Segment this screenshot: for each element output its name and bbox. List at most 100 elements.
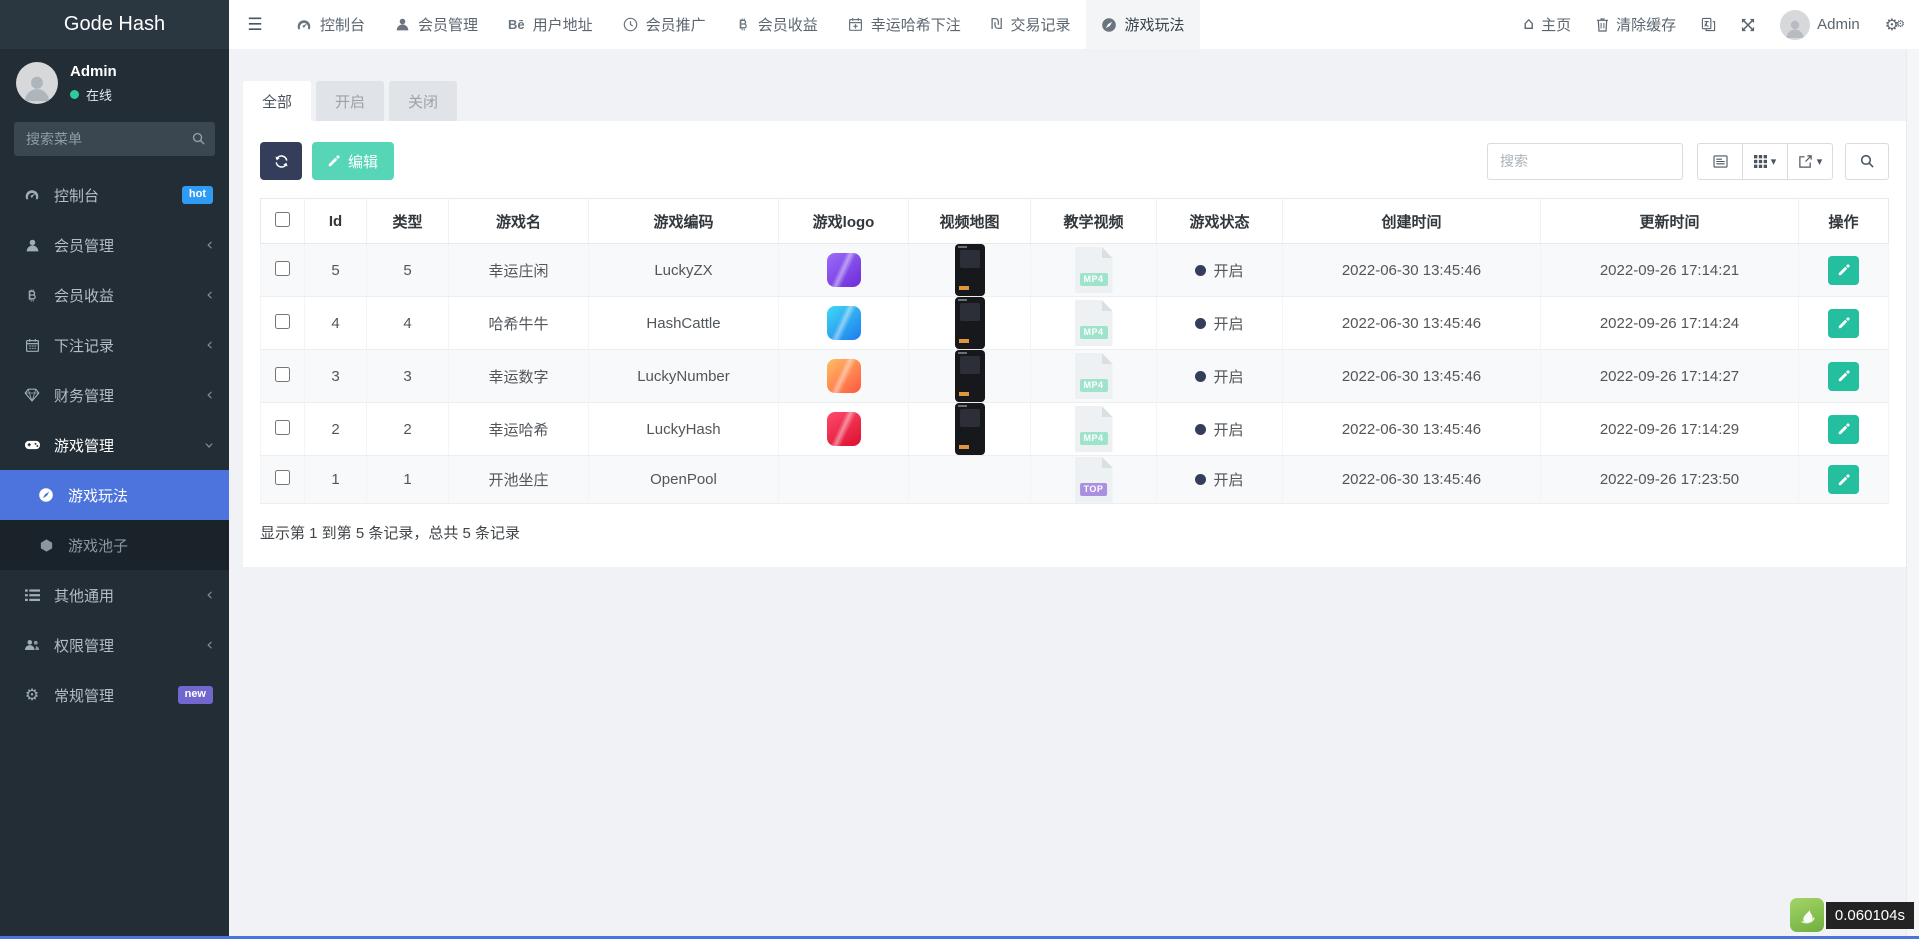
content-area: 全部 开启 关闭 编辑 <box>229 49 1919 939</box>
nav-tab-members[interactable]: 会员管理 <box>380 0 493 49</box>
cell-status: 开启 <box>1156 455 1283 504</box>
cell-status: 开启 <box>1156 402 1283 456</box>
table-row[interactable]: 3 3 幸运数字 LuckyNumber MP4 开启 2022-06-30 1… <box>260 349 1889 403</box>
row-checkbox[interactable] <box>275 260 290 276</box>
table-row[interactable]: 1 1 开池坐庄 OpenPool TOP 开启 2022-06-30 13:4… <box>260 455 1889 504</box>
detail-view-button[interactable] <box>1697 142 1743 180</box>
column-header[interactable]: 更新时间 <box>1540 198 1799 244</box>
sidebar-item-game-pool[interactable]: 游戏池子 <box>0 520 229 570</box>
cell-actions <box>1798 455 1889 504</box>
row-edit-button[interactable] <box>1828 255 1859 285</box>
language-button[interactable] <box>1701 17 1716 32</box>
tutorial-file-icon[interactable]: TOP <box>1074 456 1113 503</box>
logo-art <box>826 253 861 287</box>
column-header[interactable]: 创建时间 <box>1282 198 1541 244</box>
column-header[interactable]: 操作 <box>1798 198 1889 244</box>
column-header[interactable]: 游戏编码 <box>588 198 779 244</box>
cell-type: 4 <box>366 296 449 350</box>
clear-cache-label: 清除缓存 <box>1616 17 1677 34</box>
column-header[interactable]: Id <box>304 198 367 244</box>
sidebar-item-permissions[interactable]: 权限管理 ‹ <box>0 620 229 670</box>
select-all-checkbox[interactable] <box>275 211 290 227</box>
video-map-thumbnail[interactable] <box>954 244 985 296</box>
edit-button[interactable]: 编辑 <box>312 142 395 180</box>
column-header[interactable]: 教学视频 <box>1030 198 1157 244</box>
column-header[interactable]: 游戏名 <box>448 198 589 244</box>
nav-tab-gameplay[interactable]: 游戏玩法 <box>1085 0 1200 49</box>
sidebar-item-general[interactable]: ⚙ 常规管理 new <box>0 670 229 720</box>
sidebar-item-games[interactable]: 游戏管理 ‹ <box>0 420 229 470</box>
row-edit-button[interactable] <box>1828 414 1859 444</box>
nav-tab-lucky-bets[interactable]: 幸运哈希下注 <box>833 0 976 49</box>
scrollbar[interactable] <box>1906 49 1919 936</box>
sidebar-item-finance[interactable]: 财务管理 ‹ <box>0 370 229 420</box>
row-edit-button[interactable] <box>1828 465 1859 494</box>
video-map-thumbnail[interactable] <box>954 403 985 455</box>
sidebar-item-bet-records[interactable]: 下注记录 ‹ <box>0 320 229 370</box>
cell-actions <box>1798 243 1889 297</box>
game-logo-image <box>826 306 861 340</box>
grid-icon <box>1753 154 1767 168</box>
column-header[interactable]: 游戏logo <box>778 198 909 244</box>
nav-tab-dashboard[interactable]: 控制台 <box>281 0 380 49</box>
row-checkbox[interactable] <box>275 470 290 485</box>
tutorial-file-icon[interactable]: MP4 <box>1074 353 1113 399</box>
filter-tab-closed[interactable]: 关闭 <box>389 81 458 121</box>
nav-tab-label: 会员收益 <box>757 17 818 34</box>
column-header[interactable]: 类型 <box>366 198 449 244</box>
user-name: Admin <box>70 62 117 80</box>
search-icon <box>192 132 205 145</box>
video-map-thumbnail[interactable] <box>954 350 985 402</box>
video-map-thumbnail[interactable] <box>954 297 985 349</box>
nav-tab-label: 会员管理 <box>418 17 479 34</box>
sidebar-item-dashboard[interactable]: 控制台 hot <box>0 170 229 220</box>
row-checkbox[interactable] <box>275 419 290 435</box>
nav-tab-earnings[interactable]: 会员收益 <box>721 0 833 49</box>
sidebar-search-input[interactable] <box>14 122 215 156</box>
gem-icon <box>20 388 44 402</box>
column-header[interactable]: 游戏状态 <box>1156 198 1283 244</box>
settings-button[interactable]: ⚙ ⚙ <box>1885 16 1905 33</box>
export-button[interactable]: ▾ <box>1787 142 1833 180</box>
search-button[interactable] <box>1845 142 1889 180</box>
fullscreen-button[interactable] <box>1741 18 1755 32</box>
nav-tab-transactions[interactable]: ₪ 交易记录 <box>976 0 1086 49</box>
table-search-input[interactable] <box>1487 142 1683 180</box>
cell-game-name: 开池坐庄 <box>448 455 589 504</box>
cell-id: 5 <box>304 243 367 297</box>
columns-button[interactable]: ▾ <box>1742 142 1788 180</box>
sidebar-item-members[interactable]: 会员管理 ‹ <box>0 220 229 270</box>
fullscreen-icon <box>1741 18 1755 32</box>
clear-cache-link[interactable]: 清除缓存 <box>1596 14 1676 35</box>
row-checkbox[interactable] <box>275 366 290 382</box>
refresh-button[interactable] <box>260 142 302 180</box>
chevron-left-icon: ‹ <box>206 334 213 355</box>
table-row[interactable]: 2 2 幸运哈希 LuckyHash MP4 开启 2022-06-30 13:… <box>260 402 1889 456</box>
filter-tab-all[interactable]: 全部 <box>243 81 312 121</box>
sidebar-item-earnings[interactable]: 会员收益 ‹ <box>0 270 229 320</box>
user-panel: Admin 在线 <box>0 49 229 112</box>
tutorial-file-icon[interactable]: MP4 <box>1074 247 1113 293</box>
row-edit-button[interactable] <box>1828 361 1859 391</box>
sidebar-item-game-play[interactable]: 游戏玩法 <box>0 470 229 520</box>
tutorial-file-icon[interactable]: MP4 <box>1074 406 1113 452</box>
menu-toggle-icon[interactable]: ☰ <box>247 14 263 35</box>
table-toolbar: 编辑 <box>260 142 1889 180</box>
row-edit-button[interactable] <box>1828 308 1859 338</box>
nav-tab-promotion[interactable]: 会员推广 <box>608 0 721 49</box>
filter-tab-open[interactable]: 开启 <box>316 81 385 121</box>
navbar-user[interactable]: Admin <box>1780 9 1860 40</box>
chevron-left-icon: ‹ <box>206 284 213 305</box>
home-link[interactable]: ⌂ 主页 <box>1523 14 1571 35</box>
table-row[interactable]: 4 4 哈希牛牛 HashCattle MP4 开启 2022-06-30 13… <box>260 296 1889 350</box>
table-row[interactable]: 5 5 幸运庄闲 LuckyZX MP4 开启 2022-06-30 13:45… <box>260 243 1889 297</box>
cell-video-map <box>908 296 1031 350</box>
row-checkbox[interactable] <box>275 313 290 329</box>
sidebar-item-misc[interactable]: 其他通用 ‹ <box>0 570 229 620</box>
column-header[interactable]: 视频地图 <box>908 198 1031 244</box>
nav-tab-addresses[interactable]: Bē 用户地址 <box>493 0 608 49</box>
tutorial-file-icon[interactable]: MP4 <box>1074 300 1113 346</box>
sidebar-item-label: 游戏管理 <box>54 437 115 455</box>
cell-tutorial: MP4 <box>1030 296 1157 350</box>
list-icon <box>20 588 44 602</box>
